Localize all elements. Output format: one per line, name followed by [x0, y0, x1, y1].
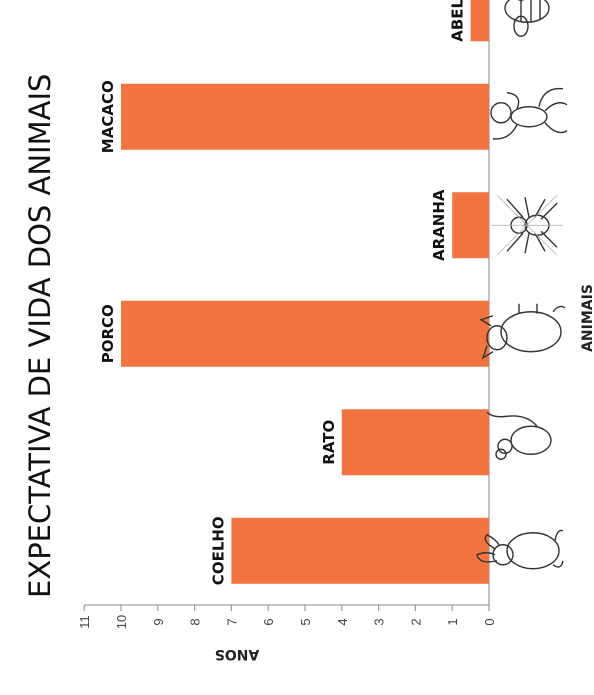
y-axis-label: ANOS: [215, 646, 260, 662]
category-label: PORCO: [99, 304, 117, 363]
y-tick-label: 11: [77, 615, 92, 629]
rabbit-icon: [476, 529, 564, 570]
pig-icon: [479, 303, 566, 360]
y-tick-label: 10: [114, 615, 129, 629]
bar: [341, 409, 489, 476]
monkey-icon: [490, 87, 568, 140]
bar: [121, 300, 489, 367]
y-tick-label: 6: [261, 618, 276, 625]
category-label: COELHO: [209, 516, 227, 585]
category-label: RATO: [320, 420, 338, 465]
chart-title: EXPECTATIVA DE VIDA DOS ANIMAIS: [23, 74, 57, 598]
y-tick-label: 9: [151, 618, 166, 625]
y-tick-label: 4: [335, 618, 350, 625]
bar: [452, 192, 489, 259]
category-label: ARANHA: [430, 189, 448, 261]
spider-icon: [491, 195, 563, 256]
bar: [121, 83, 489, 150]
y-tick-label: 1: [445, 618, 460, 625]
y-tick-label: 0: [482, 618, 497, 625]
y-tick-label: 3: [372, 618, 387, 625]
y-tick-label: 8: [188, 618, 203, 625]
y-tick-label: 7: [224, 618, 239, 625]
plot-area: 0 1 2 3 4 5 6 7 8 9 10 11 COELHO RATO PORCO ARANHA MACAC…: [77, 0, 568, 629]
bar: [470, 0, 489, 42]
y-tick-label: 5: [298, 618, 313, 625]
category-label: MACACO: [99, 80, 117, 153]
mouse-icon: [486, 411, 552, 460]
bar: [231, 517, 489, 584]
y-tick-label: 2: [408, 618, 423, 625]
x-axis-label: ANIMAIS: [580, 284, 594, 352]
category-label: ABELHA: [449, 0, 467, 42]
bee-icon: [504, 0, 550, 37]
